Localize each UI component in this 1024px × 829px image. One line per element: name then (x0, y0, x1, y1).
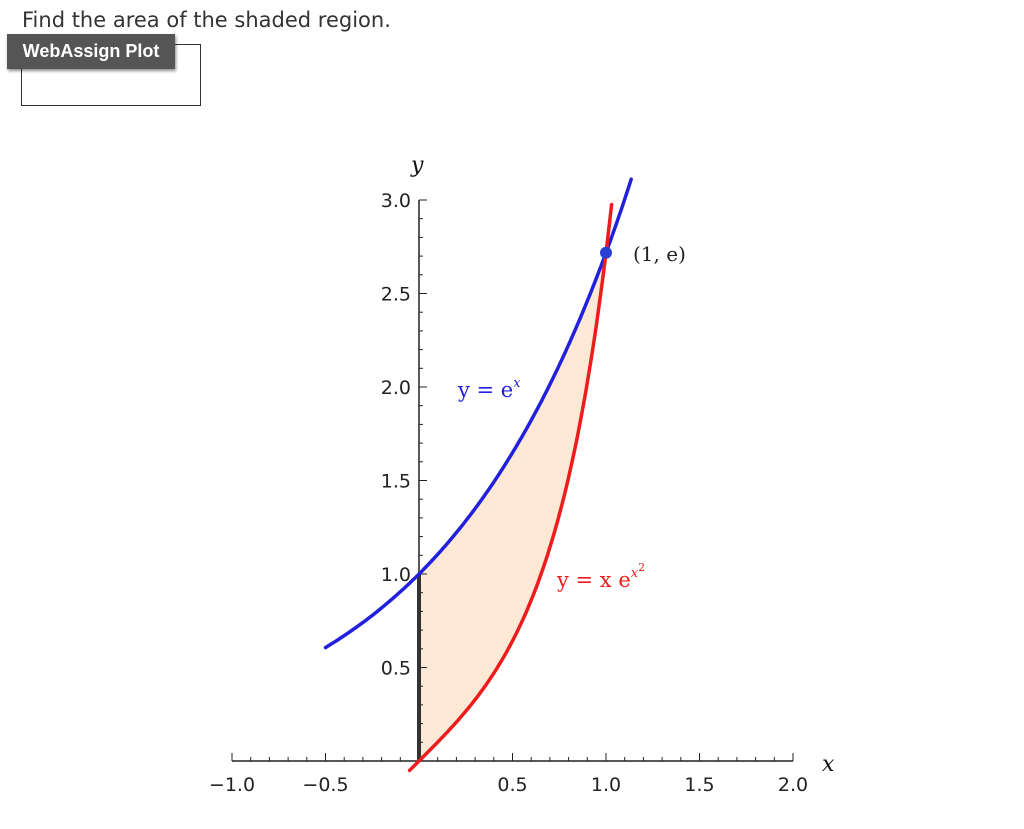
x-tick-label: −0.5 (302, 774, 348, 796)
x-tick-label: 2.0 (778, 774, 808, 796)
y-tick-label: 1.0 (381, 564, 411, 586)
shaded-region (419, 252, 606, 761)
problem-prompt: Find the area of the shaded region. (22, 8, 391, 32)
y-tick-label: 3.0 (381, 190, 411, 212)
y-tick-label: 1.5 (381, 471, 411, 493)
webassign-plot-button[interactable]: WebAssign Plot (7, 34, 175, 69)
y-tick-label: 2.0 (381, 377, 411, 399)
x-axis-title: x (822, 752, 835, 777)
y-tick-label: 0.5 (381, 658, 411, 680)
x-tick-label: 0.5 (497, 774, 527, 796)
x-tick-label: 1.0 (591, 774, 621, 796)
y-tick-label: 2.5 (381, 284, 411, 306)
curve-exp (323, 177, 633, 650)
x-tick-label: −1.0 (209, 774, 255, 796)
curve-label-xexp: y = x ex2 (556, 561, 645, 592)
x-tick-label: 1.5 (684, 774, 714, 796)
curve-xexp (407, 202, 614, 773)
y-axis-title: y (410, 153, 424, 178)
curve-label-exp: y = ex (457, 376, 521, 402)
intersection-point (600, 246, 612, 259)
point-label: (1, e) (633, 242, 686, 266)
